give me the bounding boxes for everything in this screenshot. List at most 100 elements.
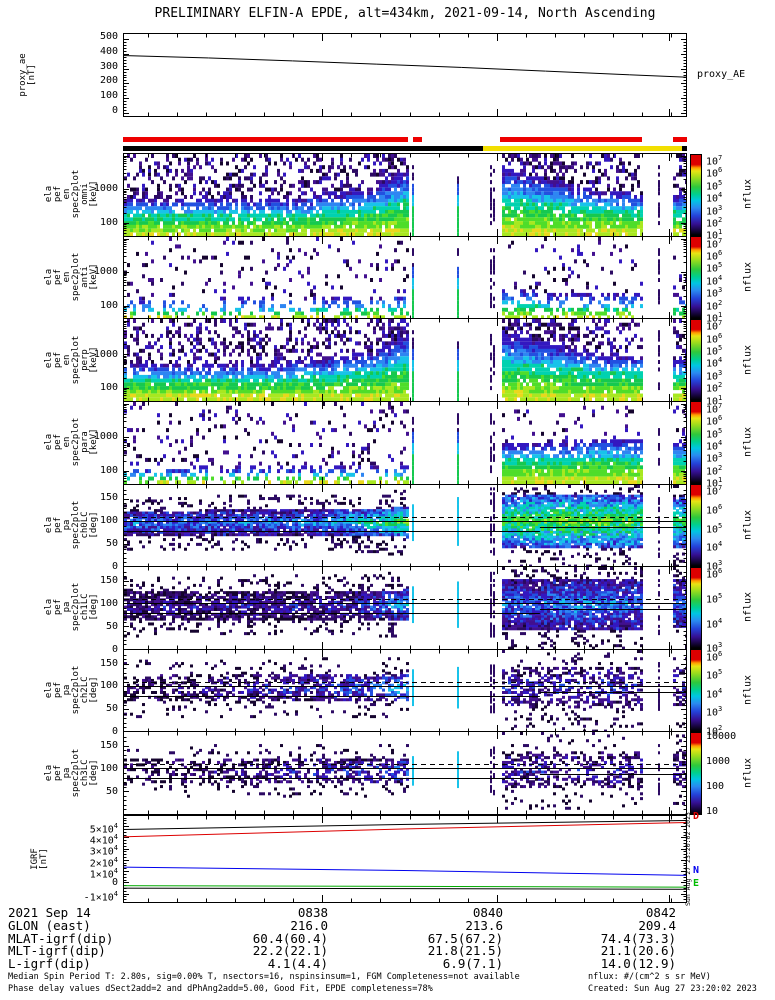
ephemeris-time: 0838 bbox=[297, 905, 328, 920]
colorbar-omni bbox=[690, 153, 702, 237]
colorbar-tick-ch0LC: 103 bbox=[706, 558, 723, 573]
colorbar-anti bbox=[690, 236, 702, 319]
colorbar-label-nflux: nflux bbox=[742, 675, 754, 706]
igrf-panel bbox=[123, 814, 687, 903]
colorbar-tick-perp: 101 bbox=[706, 393, 723, 407]
spec-ytick-ch1LC: 50 bbox=[105, 620, 118, 632]
colorbar-tick-ch1LC: 104 bbox=[706, 616, 723, 630]
footer-line-1: Median Spin Period T: 2.80s, sig=0.00% T… bbox=[8, 972, 520, 982]
colorbar-tick-para: 105 bbox=[706, 426, 723, 440]
igrf-axis-label: IGRF [nT] bbox=[30, 847, 49, 870]
ephemeris-value: 21.8(21.5) bbox=[427, 943, 503, 958]
igrf-legend-E: E bbox=[693, 878, 700, 889]
colorbar-tick-ch2LC: 106 bbox=[706, 649, 723, 664]
colorbar-tick-ch3LC: 10 bbox=[706, 805, 719, 817]
proxy-ae-ytick-label: 500 bbox=[99, 31, 118, 42]
colorbar-tick-ch3LC: 10000 bbox=[706, 731, 737, 743]
igrf-ytick-label: 5×104 bbox=[89, 821, 118, 836]
ephemeris-row-label: L-igrf(dip) bbox=[8, 955, 91, 971]
spec-ytick-ch3LC: 150 bbox=[99, 740, 118, 752]
spec-panel-ch0LC bbox=[123, 483, 687, 568]
ephemeris-value: 14.0(12.9) bbox=[600, 955, 676, 971]
plot-title: PRELIMINARY ELFIN-A EPDE, alt=434km, 202… bbox=[154, 6, 656, 21]
ephemeris-value: 74.4(73.3) bbox=[600, 930, 676, 946]
spec-canvas-ch1LC bbox=[124, 567, 686, 650]
footer-created: Created: Sun Aug 27 23:20:02 2023 bbox=[588, 984, 757, 994]
colorbar-tick-anti: 101 bbox=[706, 310, 723, 325]
colorbar-tick-para: 101 bbox=[706, 476, 723, 490]
colorbar-tick-omni: 106 bbox=[706, 166, 723, 180]
spec-ytick-perp: 100 bbox=[99, 382, 118, 394]
igrf-legend-N: N bbox=[693, 865, 700, 876]
colorbar-label-nflux: nflux bbox=[742, 592, 754, 623]
colorbar-label-nflux: nflux bbox=[742, 427, 754, 458]
ephemeris-value: 209.4 bbox=[638, 918, 676, 933]
spec-ytick-ch2LC: 100 bbox=[99, 680, 118, 692]
colorbar-para bbox=[690, 401, 702, 484]
colorbar-tick-ch0LC: 104 bbox=[706, 540, 723, 554]
spec-ytick-anti: 1000 bbox=[93, 266, 118, 278]
ephemeris-value: 60.4(60.4) bbox=[252, 930, 328, 946]
ephemeris-value: 216.0 bbox=[290, 918, 328, 933]
colorbar-tick-para: 106 bbox=[706, 414, 723, 428]
spec-panel-ch2LC bbox=[123, 648, 687, 733]
colorbar-tick-ch2LC: 105 bbox=[706, 668, 723, 682]
ephemeris-value: 6.9(7.1) bbox=[442, 955, 503, 971]
spec-canvas-para bbox=[124, 401, 686, 484]
proxy-ae-ytick-label: 200 bbox=[99, 75, 118, 87]
igrf-ytick-label: -1×104 bbox=[83, 889, 118, 903]
created-timestamp-vertical: Sun Aug 27 23:20:02 2023 bbox=[684, 812, 692, 906]
footer-units: nflux: #/(cm^2 s sr MeV) bbox=[588, 972, 711, 982]
colorbar-tick-omni: 105 bbox=[706, 178, 723, 193]
ephemeris-row-label: GLON (east) bbox=[8, 918, 91, 933]
spec-ytick-ch3LC: 50 bbox=[105, 786, 118, 798]
ephemeris-row-label: MLAT-igrf(dip) bbox=[8, 930, 114, 946]
spec-ytick-ch0LC: 50 bbox=[105, 538, 118, 550]
colorbar-tick-omni: 103 bbox=[706, 203, 723, 217]
spec-ytick-ch1LC: 0 bbox=[111, 643, 118, 655]
spec-panel-ch3LC bbox=[123, 731, 687, 815]
igrf-ytick-label: 1×104 bbox=[89, 866, 118, 881]
colorbar-perp bbox=[690, 318, 702, 402]
spec-canvas-ch2LC bbox=[124, 649, 686, 732]
spec-ytick-ch2LC: 0 bbox=[111, 726, 118, 738]
colorbar-ch0LC bbox=[690, 484, 702, 567]
spec-ytick-omni: 1000 bbox=[93, 183, 118, 195]
footer-line-2: Phase delay values dSect2add=2 and dPhAn… bbox=[8, 984, 433, 994]
spec-ytick-ch1LC: 150 bbox=[99, 574, 118, 586]
proxy-ae-line-plot bbox=[124, 34, 686, 116]
colorbar-tick-omni: 107 bbox=[706, 153, 723, 168]
colorbar-tick-anti: 105 bbox=[706, 261, 723, 275]
colorbar-tick-perp: 102 bbox=[706, 381, 723, 395]
proxy-ae-axis-label: proxy_ae [nT] bbox=[18, 53, 37, 97]
colorbar-tick-perp: 105 bbox=[706, 343, 723, 358]
spec-ytick-para: 1000 bbox=[93, 431, 118, 443]
colorbar-tick-para: 103 bbox=[706, 451, 723, 465]
spec-ytick-ch2LC: 150 bbox=[99, 657, 118, 669]
colorbar-tick-para: 102 bbox=[706, 463, 723, 478]
colorbar-tick-anti: 106 bbox=[706, 248, 723, 263]
ephemeris-value: 67.5(67.2) bbox=[427, 930, 503, 946]
proxy-ae-ytick-label: 400 bbox=[99, 45, 118, 57]
spec-ytick-omni: 100 bbox=[99, 217, 118, 229]
colorbar-tick-ch0LC: 107 bbox=[706, 484, 723, 498]
colorbar-ch2LC bbox=[690, 649, 702, 732]
colorbar-tick-omni: 101 bbox=[706, 228, 723, 242]
colorbar-tick-ch1LC: 105 bbox=[706, 591, 723, 606]
colorbar-tick-anti: 102 bbox=[706, 298, 723, 312]
proxy-ae-panel bbox=[123, 33, 687, 117]
colorbar-tick-ch1LC: 106 bbox=[706, 567, 723, 581]
proxy-ae-ytick-label: 100 bbox=[99, 90, 118, 102]
colorbar-tick-anti: 107 bbox=[706, 236, 723, 250]
spec-ytick-perp: 1000 bbox=[93, 348, 118, 360]
spec-panel-ch1LC bbox=[123, 566, 687, 650]
spec-canvas-ch0LC bbox=[124, 484, 686, 567]
ephemeris-value: 22.2(22.1) bbox=[252, 943, 328, 958]
ephemeris-date: 2021 Sep 14 bbox=[8, 905, 91, 920]
science-zone-bar-red bbox=[123, 137, 408, 142]
igrf-ytick-label: 4×104 bbox=[89, 833, 118, 847]
spec-panel-perp bbox=[123, 318, 687, 402]
science-zone-bar-red bbox=[499, 137, 642, 142]
igrf-ytick-label: 0 bbox=[111, 877, 118, 889]
igrf-ytick-label: 3×104 bbox=[89, 844, 118, 858]
